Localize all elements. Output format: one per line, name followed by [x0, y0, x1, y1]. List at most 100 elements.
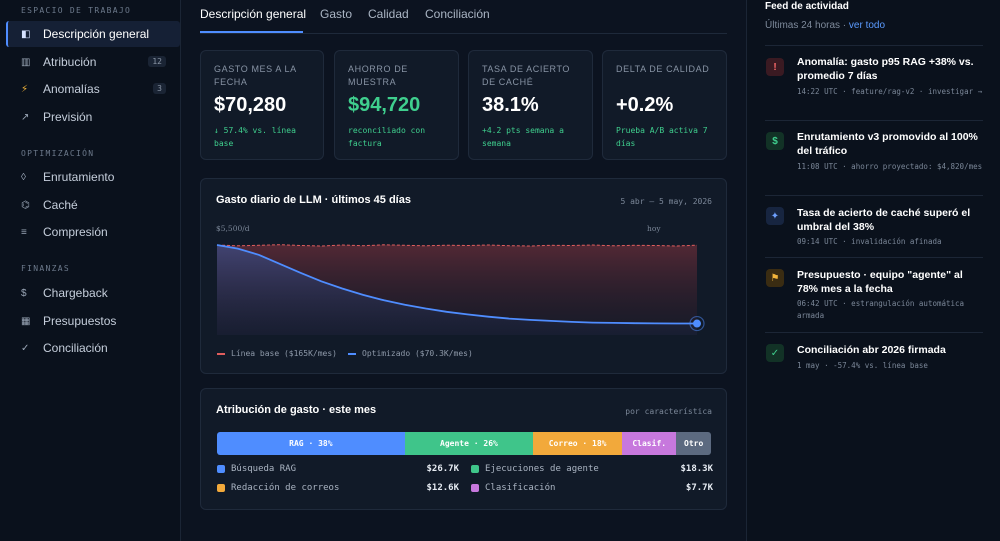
feed-item[interactable]: ✦ Tasa de acierto de caché superó el umb…: [765, 195, 983, 257]
attribution-segment[interactable]: Correo · 18%: [533, 432, 623, 455]
sidebar-item-label: Compresión: [43, 225, 108, 239]
kpi-card-quality-delta: DELTA DE CALIDAD +0.2% Prueba A/B activa…: [602, 50, 727, 160]
attribution-row: Clasificación: [471, 483, 555, 493]
sidebar-item-overview[interactable]: ◧ Descripción general: [6, 21, 180, 47]
view-all-link[interactable]: ver todo: [848, 20, 886, 31]
attribution-row: Redacción de correos: [217, 483, 339, 493]
feed-item-title: Anomalía: gasto p95 RAG +38% vs. promedi…: [797, 56, 974, 82]
sidebar-section-title: ESPACIO DE TRABAJO: [21, 6, 132, 15]
feed-item-title: Enrutamiento v3 promovido al 100% del tr…: [797, 131, 978, 157]
attribution-bar: RAG · 38% Agente · 26% Correo · 18% Clasif.…: [217, 432, 711, 455]
attribution-label: Ejecuciones de agente: [485, 464, 599, 474]
attribution-value: $18.3K: [680, 464, 713, 474]
kpi-label: AHORRO DE MUESTRA: [348, 64, 408, 87]
kpi-value: +0.2%: [616, 94, 674, 116]
attribution-value: $7.7K: [685, 483, 713, 493]
legend-swatch: [471, 465, 479, 473]
attribution-segment[interactable]: RAG · 38%: [217, 432, 405, 455]
sidebar-item-label: Chargeback: [43, 286, 108, 300]
sparkle-icon: ✦: [766, 207, 784, 225]
feed-timeframe: Últimas 24 horas ·: [765, 20, 849, 31]
spend-chart: $5,500/d hoy: [216, 224, 705, 335]
spend-chart-card: Gasto diario de LLM · últimos 45 días 5 …: [200, 178, 727, 374]
feed-item-title: Presupuesto · equipo "agente" al 78% mes…: [797, 269, 963, 295]
attribution-value: $26.7K: [426, 464, 459, 474]
check-icon: ✓: [21, 342, 30, 354]
sidebar-item-routing[interactable]: ◊ Enrutamiento: [6, 164, 180, 190]
attribution-label: Redacción de correos: [231, 483, 340, 493]
sidebar: ESPACIO DE TRABAJO ◧ Descripción general…: [0, 0, 181, 541]
tab-overview[interactable]: Descripción general: [200, 7, 307, 21]
sidebar-item-chargeback[interactable]: $ Chargeback: [6, 280, 180, 306]
sidebar-item-forecast[interactable]: ↗ Previsión: [6, 104, 180, 130]
cache-icon: ⌬: [21, 199, 30, 211]
today-marker-dot: [693, 319, 701, 328]
feed-item[interactable]: ⚑ Presupuesto · equipo "agente" al 78% m…: [765, 257, 983, 332]
chart-date-range: 5 abr – 5 may, 2026: [620, 197, 712, 206]
kpi-value: $94,720: [348, 94, 421, 116]
dollar-icon: $: [21, 287, 27, 299]
bolt-icon: ⚡: [21, 83, 29, 95]
route-icon: ◊: [21, 171, 26, 183]
feed-item-title: Conciliación abr 2026 firmada: [797, 344, 946, 356]
attribution-card: Atribución de gasto · este mes por carac…: [200, 388, 727, 510]
kpi-card-spend-mtd: GASTO MES A LA FECHA $70,280 ↓ 57.4% vs.…: [200, 50, 324, 160]
today-label: hoy: [647, 224, 661, 233]
attribution-segment[interactable]: Clasif.: [622, 432, 677, 455]
y-max-label: $5,500/d: [216, 224, 250, 233]
sidebar-item-cache[interactable]: ⌬ Caché: [6, 192, 180, 218]
dollar-icon: $: [766, 132, 784, 150]
feed-item[interactable]: ✓ Conciliación abr 2026 firmada 1 may · …: [765, 332, 983, 382]
kpi-value: $70,280: [214, 94, 287, 116]
feed-item[interactable]: $ Enrutamiento v3 promovido al 100% del …: [765, 120, 983, 195]
feed-item-detail: 14:22 UTC · feature/rag-v2 · investigar …: [797, 87, 983, 96]
count-badge: 3: [153, 83, 166, 94]
tab-bar: Descripción general Gasto Calidad Concil…: [200, 0, 727, 34]
count-badge: 12: [148, 56, 166, 67]
trend-arrow-icon: ↗: [21, 111, 30, 123]
optimized-area: [217, 245, 697, 335]
feed-item-detail: 1 may · -57.4% vs. línea base: [797, 361, 928, 370]
table-icon: ▥: [21, 56, 31, 68]
tab-quality[interactable]: Calidad: [368, 7, 409, 21]
sidebar-item-anomalies[interactable]: ⚡ Anomalías 3: [6, 76, 180, 102]
feed-item-detail: 06:42 UTC · estrangulación automática ar…: [797, 299, 965, 320]
today-marker[interactable]: [689, 315, 705, 332]
legend-swatch: [471, 484, 479, 492]
legend-optimized: Optimizado ($70.3K/mes): [348, 349, 473, 358]
feed-title: Feed de actividad: [765, 1, 849, 12]
attribution-title: Atribución de gasto · este mes: [216, 404, 377, 416]
kpi-delta: reconciliado con factura: [348, 126, 426, 148]
sidebar-item-attribution[interactable]: ▥ Atribución 12: [6, 49, 180, 75]
sidebar-item-budgets[interactable]: ▦ Presupuestos: [6, 308, 180, 334]
check-icon: ✓: [766, 344, 784, 362]
attribution-label: Búsqueda RAG: [231, 464, 297, 474]
flag-icon: ⚑: [766, 269, 784, 287]
alert-icon: !: [766, 58, 784, 76]
legend-label: Línea base ($165K/mes): [231, 349, 337, 358]
compress-icon: ≡: [21, 226, 27, 238]
active-tab-indicator: [200, 31, 303, 33]
layout-icon: ◧: [21, 28, 31, 40]
attribution-segment[interactable]: Otro: [676, 432, 711, 455]
attribution-segment[interactable]: Agente · 26%: [404, 432, 534, 455]
legend-baseline: Línea base ($165K/mes): [217, 349, 337, 358]
today-marker-ring: [689, 315, 705, 332]
activity-feed: Feed de actividad Últimas 24 horas · ver…: [746, 0, 1000, 541]
legend-swatch: [217, 352, 225, 355]
baseline-line: [216, 244, 698, 247]
feed-item-detail: 11:08 UTC · ahorro proyectado: $4,820/me…: [797, 162, 983, 171]
sidebar-item-label: Conciliación: [43, 341, 108, 355]
sidebar-item-compression[interactable]: ≡ Compresión: [6, 219, 180, 245]
main-content: Descripción general Gasto Calidad Concil…: [182, 0, 746, 541]
sidebar-item-label: Atribución: [43, 55, 97, 69]
tab-spend[interactable]: Gasto: [320, 7, 353, 21]
sidebar-item-reconciliation[interactable]: ✓ Conciliación: [6, 335, 180, 361]
kpi-label: TASA DE ACIERTO DE CACHÉ: [482, 64, 571, 87]
sidebar-item-label: Descripción general: [43, 27, 150, 41]
kpi-label: GASTO MES A LA FECHA: [214, 64, 297, 87]
sidebar-section-title: OPTIMIZACIÓN: [21, 149, 95, 158]
feed-item-detail: 09:14 UTC · invalidación afinada: [797, 237, 942, 246]
feed-item[interactable]: ! Anomalía: gasto p95 RAG +38% vs. prome…: [765, 45, 983, 113]
tab-reconciliation[interactable]: Conciliación: [425, 7, 490, 21]
